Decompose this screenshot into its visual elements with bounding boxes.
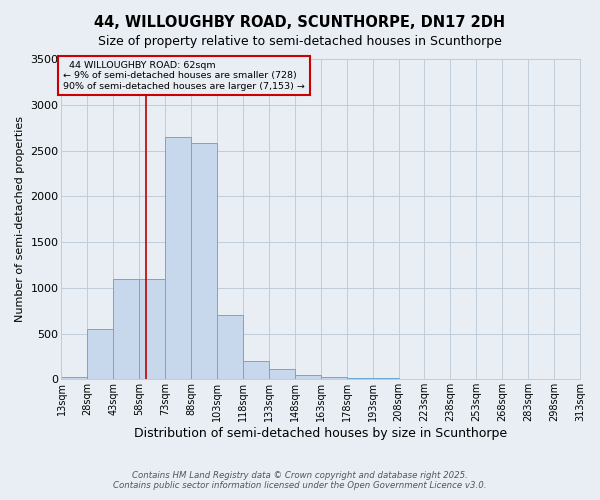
Y-axis label: Number of semi-detached properties: Number of semi-detached properties (15, 116, 25, 322)
Bar (269, 369, 295, 380)
Bar (191, 143, 217, 380)
Bar (88, 329, 113, 380)
Bar (139, 278, 165, 380)
Text: 44, WILLOUGHBY ROAD, SCUNTHORPE, DN17 2DH: 44, WILLOUGHBY ROAD, SCUNTHORPE, DN17 2D… (94, 15, 506, 30)
X-axis label: Distribution of semi-detached houses by size in Scunthorpe: Distribution of semi-detached houses by … (134, 427, 507, 440)
Bar (165, 137, 191, 380)
Bar (243, 361, 269, 380)
Text: 44 WILLOUGHBY ROAD: 62sqm  
← 9% of semi-detached houses are smaller (728)
90% o: 44 WILLOUGHBY ROAD: 62sqm ← 9% of semi-d… (63, 61, 305, 90)
Bar (321, 376, 347, 380)
Text: Size of property relative to semi-detached houses in Scunthorpe: Size of property relative to semi-detach… (98, 35, 502, 48)
Bar (61, 376, 88, 380)
Bar (217, 315, 243, 380)
Bar (295, 374, 321, 380)
Bar (373, 378, 398, 380)
Bar (347, 378, 373, 380)
Text: Contains HM Land Registry data © Crown copyright and database right 2025.
Contai: Contains HM Land Registry data © Crown c… (113, 470, 487, 490)
Bar (113, 278, 139, 380)
